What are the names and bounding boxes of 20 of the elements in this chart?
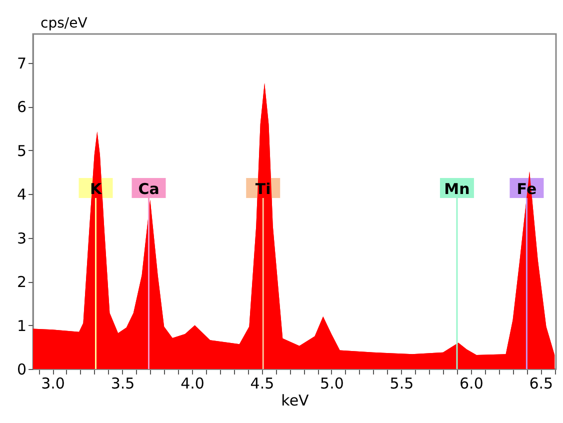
x-tick-label: 6.0 <box>459 374 484 392</box>
x-tick-label: 3.5 <box>110 374 135 392</box>
ref-line-label: Ca <box>138 180 160 198</box>
y-tick-label: 0 <box>16 360 26 378</box>
x-tick-label: 6.5 <box>529 374 554 392</box>
x-axis-title: keV <box>281 392 310 410</box>
x-tick-label: 3.0 <box>41 374 65 392</box>
y-tick-label: 1 <box>16 316 26 335</box>
ref-line-label: Mn <box>444 180 470 198</box>
y-axis-title: cps/eV <box>40 16 88 32</box>
y-tick-label: 7 <box>16 54 26 72</box>
x-tick-label: 5.5 <box>390 374 414 392</box>
y-tick-label: 2 <box>16 273 26 292</box>
y-tick-label: 6 <box>16 98 26 116</box>
y-tick-label: 5 <box>16 142 26 160</box>
x-tick-label: 4.5 <box>250 374 274 392</box>
y-tick-label: 4 <box>16 186 26 204</box>
y-tick-label: 3 <box>16 229 26 248</box>
x-tick-label: 4.0 <box>180 374 204 392</box>
x-tick-label: 5.0 <box>320 374 344 392</box>
